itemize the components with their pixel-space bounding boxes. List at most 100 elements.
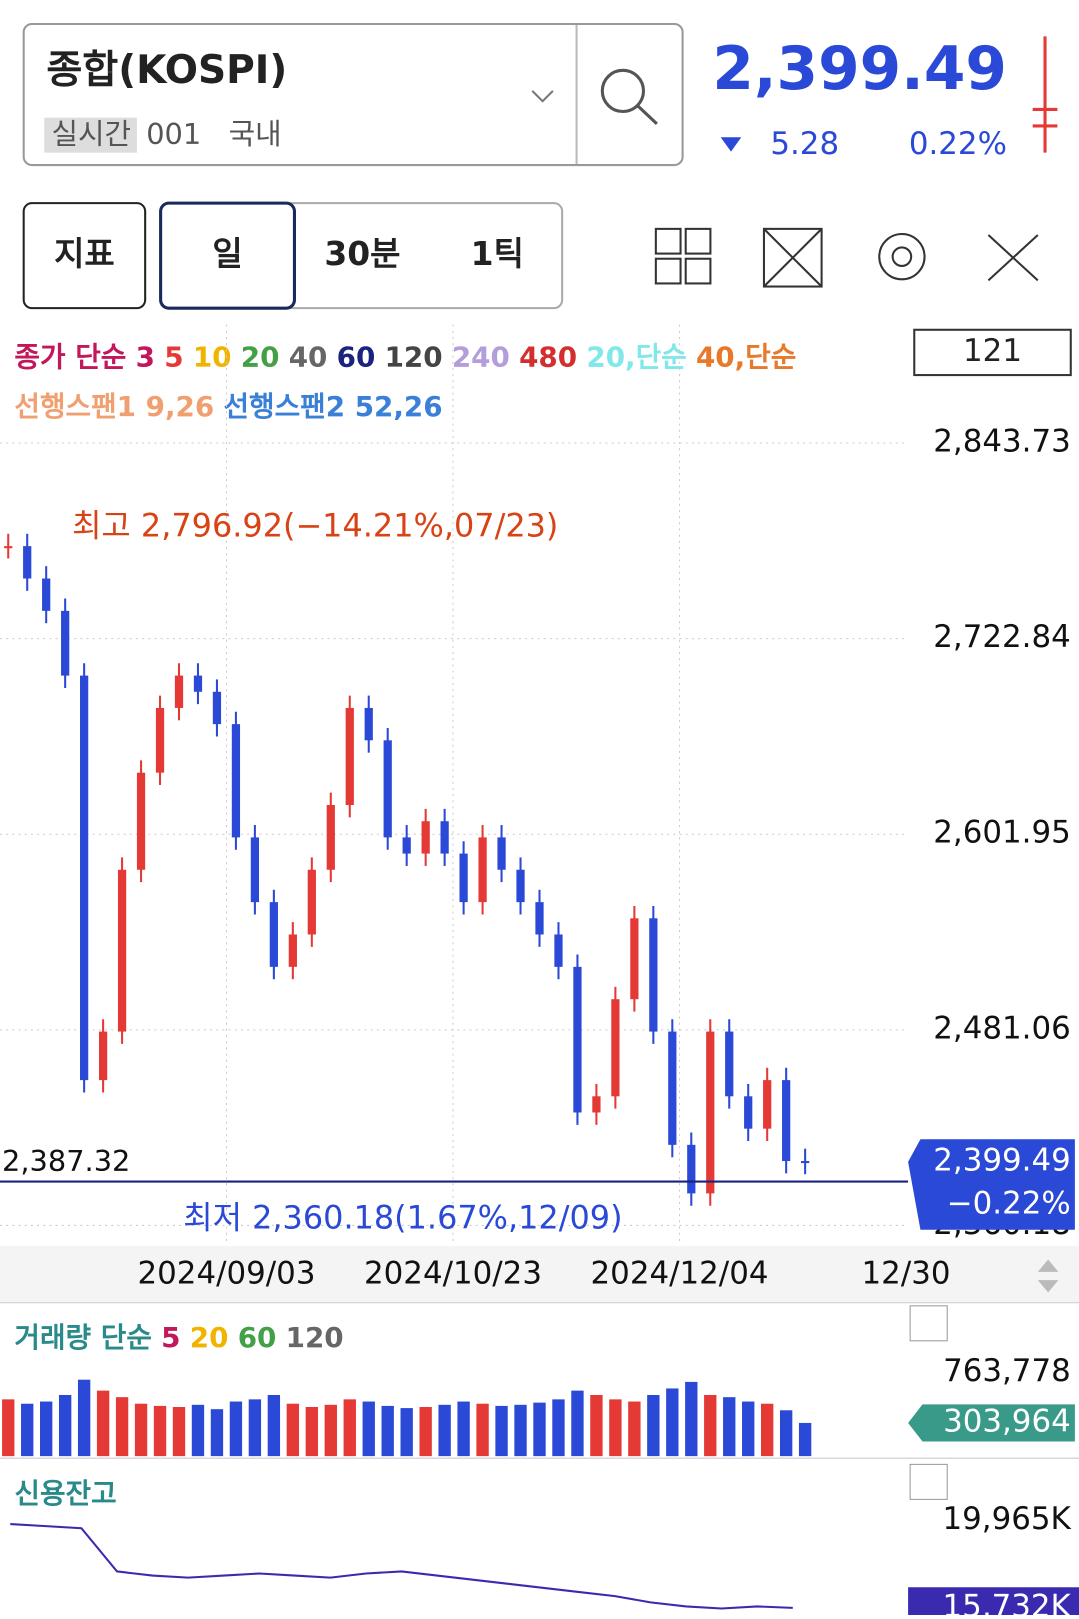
credit-title: 신용잔고	[14, 1477, 116, 1510]
legend-item: 240	[452, 341, 510, 374]
volume-bar	[40, 1401, 53, 1457]
volume-bar	[571, 1390, 584, 1457]
indicator-button[interactable]	[22, 202, 147, 310]
y-tick-label: 2,601.95	[933, 815, 1071, 851]
candle	[554, 934, 563, 967]
candle	[174, 675, 184, 708]
volume-bar	[779, 1410, 793, 1457]
volume-bar	[704, 1394, 717, 1457]
legend-item: 60	[337, 341, 376, 374]
period-button: 일	[212, 234, 242, 273]
volume-bar	[647, 1394, 660, 1457]
change: 5.28	[770, 126, 839, 162]
down-arrow	[720, 137, 742, 152]
credit-line	[10, 1523, 793, 1610]
low-note: 최저 2,360.18(1.67%,12/09)	[183, 1198, 622, 1236]
candle	[592, 1096, 601, 1113]
volume-bar	[77, 1379, 91, 1457]
x-tick-label: 2024/12/04	[591, 1255, 769, 1291]
y-tick-label: 2,481.06	[933, 1010, 1071, 1046]
menu-button[interactable]	[909, 1463, 948, 1500]
candle	[687, 1144, 696, 1194]
dropdown[interactable]	[531, 90, 554, 103]
candle	[706, 1031, 715, 1194]
high-note: 최고 2,796.92(−14.21%,07/23)	[72, 506, 558, 544]
volume-bar	[210, 1409, 224, 1457]
candle	[440, 821, 449, 854]
volume-bar	[476, 1403, 489, 1457]
candle	[630, 918, 639, 1000]
tool-icons[interactable]	[654, 227, 1039, 288]
volume-bar	[761, 1403, 774, 1457]
volume-bar	[362, 1401, 375, 1457]
volume-bar	[2, 1399, 15, 1457]
market: 국내	[229, 117, 282, 151]
candle	[80, 675, 89, 1081]
scroll-arrows[interactable]	[1037, 1259, 1059, 1293]
volume-bar	[666, 1388, 679, 1457]
candle	[136, 772, 146, 870]
volume-bar	[267, 1394, 281, 1457]
menu-button[interactable]	[909, 1305, 948, 1342]
code: 001	[146, 117, 201, 151]
badge-bg	[44, 117, 137, 153]
legend-item: 선행스팬2 52,26	[223, 390, 442, 423]
legend-item: 120	[385, 341, 443, 374]
candle	[801, 1161, 810, 1164]
candle	[231, 724, 241, 838]
legend-item: 5	[161, 1321, 180, 1354]
period-selected[interactable]	[159, 201, 297, 310]
candle	[421, 821, 430, 854]
candle	[23, 546, 32, 579]
search-box[interactable]	[22, 22, 684, 167]
last-change: −0.22%	[947, 1186, 1071, 1222]
volume-bar	[115, 1397, 129, 1457]
legend-item: 3	[136, 341, 155, 374]
candle	[611, 999, 620, 1097]
volume-bar	[723, 1397, 736, 1457]
legend-item: 40,단순	[696, 341, 796, 374]
x-axis-band	[0, 1246, 1079, 1303]
candle	[61, 610, 70, 676]
candle	[307, 869, 316, 935]
candle	[326, 805, 335, 870]
volume-bar	[172, 1407, 186, 1457]
volume-bar	[286, 1403, 300, 1457]
candle	[250, 837, 260, 903]
volume-bar	[381, 1405, 394, 1457]
candle	[573, 966, 582, 1113]
x-tick-label: 12/30	[862, 1255, 951, 1291]
volume-bar	[590, 1394, 603, 1457]
change-pct: 0.22%	[909, 126, 1007, 162]
legend-item: 종가 단순	[14, 341, 126, 374]
volume-bar	[552, 1399, 565, 1457]
search-icon[interactable]	[600, 68, 646, 114]
badge: 실시간	[51, 117, 131, 151]
volume-bar	[419, 1407, 432, 1457]
volume-bar	[798, 1422, 812, 1457]
candle	[212, 691, 222, 725]
volume-bar	[533, 1402, 546, 1457]
candle	[649, 918, 658, 1032]
search-icon-handle	[637, 105, 658, 125]
legend-item: 20	[241, 341, 280, 374]
candle	[402, 837, 411, 854]
legend-item: 5	[164, 341, 183, 374]
volume-bar	[153, 1405, 167, 1457]
period-button: 지표	[54, 234, 115, 273]
legend-item: 거래량 단순	[14, 1321, 151, 1354]
volume-tag	[908, 1404, 1075, 1442]
y-tick-label: 763,778	[943, 1353, 1071, 1389]
volume-bar	[514, 1404, 527, 1457]
candle	[269, 902, 278, 967]
volume-bar	[400, 1408, 413, 1457]
candle	[4, 546, 13, 549]
candle	[155, 707, 165, 773]
period-button: 1틱	[471, 234, 524, 273]
volume-bar	[21, 1403, 34, 1457]
candle	[193, 675, 203, 692]
count-box[interactable]	[913, 328, 1072, 377]
candle	[668, 1031, 677, 1145]
legend-item: 120	[286, 1321, 344, 1354]
